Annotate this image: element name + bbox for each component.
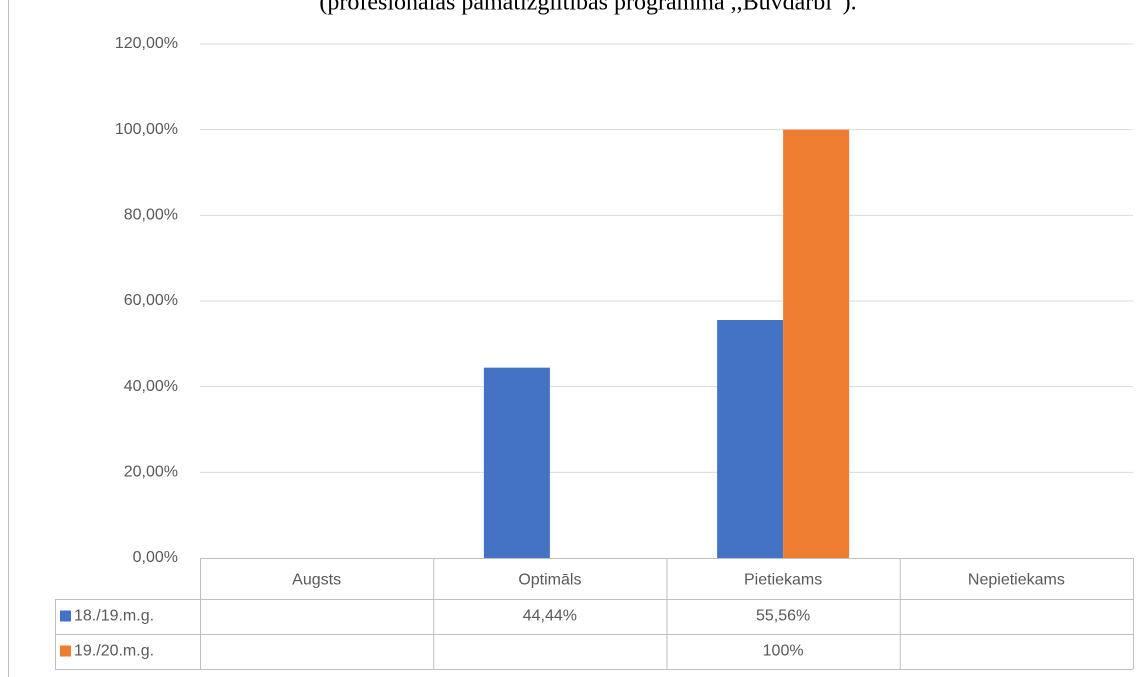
legend-key [60, 610, 71, 622]
x-tick-label: Augsts [292, 572, 341, 589]
x-tick-label: Nepietiekams [968, 572, 1065, 589]
y-tick-label: 120,00% [115, 35, 178, 52]
bar [717, 320, 784, 558]
data-label: 44,44% [523, 608, 577, 625]
y-tick-label: 80,00% [124, 207, 178, 224]
data-label: 100% [763, 643, 804, 660]
y-tick-label: 0,00% [133, 549, 178, 566]
y-tick-label: 20,00% [124, 464, 178, 481]
bar [483, 367, 550, 558]
x-tick-label: Pietiekams [744, 572, 822, 589]
legend-label: 19./20.m.g. [74, 643, 154, 660]
x-tick-label: Optimāls [518, 572, 581, 589]
chart-title: (profesionālas pamatizglītības programma… [319, 0, 856, 16]
legend-label: 18./19.m.g. [74, 608, 154, 625]
y-tick-label: 40,00% [124, 378, 178, 395]
bar [783, 129, 850, 558]
y-tick-label: 100,00% [115, 121, 178, 138]
data-label: 55,56% [756, 608, 810, 625]
y-tick-label: 60,00% [124, 292, 178, 309]
legend-key [60, 645, 71, 657]
